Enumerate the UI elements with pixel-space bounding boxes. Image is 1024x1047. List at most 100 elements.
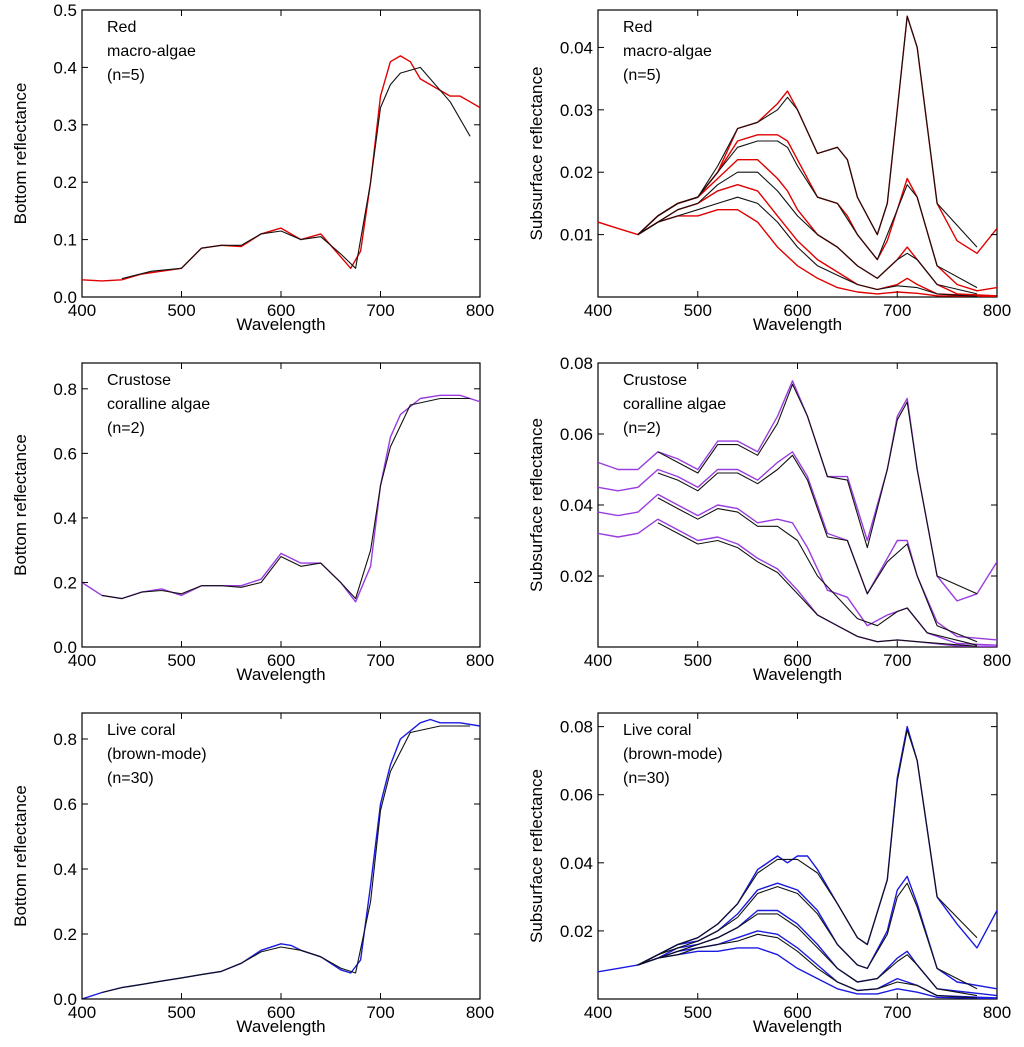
y-tick-label: 0.08: [560, 718, 593, 737]
x-axis-label: Wavelength: [753, 1017, 842, 1036]
x-tick-label: 600: [267, 301, 295, 320]
annotation-line: Live coral: [107, 722, 175, 739]
x-tick-label: 800: [466, 651, 494, 670]
y-tick-label: 0.6: [53, 795, 77, 814]
series-line-model-3: [637, 913, 978, 997]
y-axis-label: Subsurface reflectance: [527, 418, 546, 592]
x-tick-label: 500: [167, 1003, 195, 1022]
series-line-depth-3: [637, 909, 997, 997]
y-tick-label: 0.06: [560, 786, 593, 805]
y-tick-label: 0.8: [53, 380, 77, 399]
x-tick-label: 500: [167, 301, 195, 320]
x-tick-label: 400: [584, 651, 612, 670]
x-axis-label: Wavelength: [753, 315, 842, 334]
x-tick-label: 400: [584, 301, 612, 320]
annotation-line: (n=30): [623, 770, 670, 787]
series-line-model-4: [637, 933, 978, 999]
annotation-line: (n=2): [623, 420, 661, 437]
series-line-model-4: [637, 196, 978, 297]
annotation-line: Crustose: [107, 372, 171, 389]
series-group: [82, 55, 480, 282]
annotation-line: (n=5): [107, 67, 145, 84]
series-line-depth-4: [637, 183, 997, 297]
annotation-line: coralline algae: [107, 396, 210, 413]
x-tick-label: 400: [68, 651, 96, 670]
y-axis-label: Bottom reflectance: [11, 434, 30, 576]
x-tick-label: 700: [366, 1003, 394, 1022]
x-tick-label: 800: [983, 651, 1011, 670]
annotation-line: macro-algae: [623, 43, 712, 60]
y-tick-label: 0.02: [560, 567, 593, 586]
x-tick-label: 500: [684, 1003, 712, 1022]
series-line-depth-5: [637, 208, 997, 297]
series-group: [598, 725, 997, 999]
series-line-model-1: [637, 729, 978, 966]
series-line-measured: [82, 394, 480, 603]
x-tick-label: 700: [883, 651, 911, 670]
x-tick-label: 800: [466, 301, 494, 320]
y-tick-label: 0.8: [53, 730, 77, 749]
series-line-model-2: [637, 882, 978, 990]
series-line-model-2: [637, 140, 978, 289]
annotation-line: (n=2): [107, 420, 145, 437]
series-line-model: [121, 66, 471, 280]
x-axis-label: Wavelength: [753, 665, 842, 684]
series-line-depth-1: [598, 725, 997, 973]
y-tick-label: 0.0: [53, 288, 77, 307]
series-line-depth-2: [637, 134, 997, 292]
y-tick-label: 0.2: [53, 573, 77, 592]
x-axis-label: Wavelength: [236, 1017, 325, 1036]
x-tick-label: 600: [783, 1003, 811, 1022]
chart-panel-top-left: 400 500 600 700 800 0.0 0.1 0.2 0.3 0.4 0.5 Wavelen…: [11, 1, 494, 334]
x-tick-label: 800: [983, 301, 1011, 320]
x-axis-label: Wavelength: [236, 665, 325, 684]
y-axis-label: Bottom reflectance: [11, 83, 30, 225]
series-group: [82, 394, 480, 603]
x-tick-label: 500: [684, 301, 712, 320]
x-tick-label: 800: [983, 1003, 1011, 1022]
series-group: [82, 718, 480, 999]
y-tick-label: 0.4: [53, 509, 77, 528]
y-tick-label: 0.6: [53, 444, 77, 463]
annotation-line: Red: [107, 19, 136, 36]
series-line-model: [101, 397, 471, 600]
series-line-model-4: [657, 522, 978, 647]
annotation-line: Red: [623, 19, 652, 36]
x-tick-label: 700: [366, 301, 394, 320]
y-tick-label: 0.04: [560, 38, 593, 57]
x-tick-label: 400: [68, 301, 96, 320]
y-axis-label: Subsurface reflectance: [527, 769, 546, 943]
y-tick-label: 0.3: [53, 116, 77, 135]
y-tick-label: 0.04: [560, 496, 593, 515]
y-tick-label: 0.2: [53, 925, 77, 944]
annotation-line: macro-algae: [107, 43, 196, 60]
chart-panel-middle-right: 400 500 600 700 800 0.02 0.04 0.06 0.08 Wavelengt…: [527, 354, 1011, 684]
x-tick-label: 500: [167, 651, 195, 670]
chart-panel-top-right: 400 500 600 700 800 0.01 0.02 0.03 0.04 Wavelengt…: [527, 9, 1011, 334]
y-tick-label: 0.08: [560, 354, 593, 373]
series-line-depth-5: [637, 947, 997, 999]
x-tick-label: 600: [267, 1003, 295, 1022]
series-group: [598, 380, 997, 647]
x-axis-label: Wavelength: [236, 315, 325, 334]
y-axis-label: Subsurface reflectance: [527, 67, 546, 241]
x-tick-label: 400: [584, 1003, 612, 1022]
y-tick-label: 0.03: [560, 101, 593, 120]
y-tick-label: 0.4: [53, 58, 77, 77]
y-tick-label: 0.2: [53, 173, 77, 192]
y-tick-label: 0.01: [560, 226, 593, 245]
x-tick-label: 600: [783, 651, 811, 670]
y-tick-label: 0.04: [560, 854, 593, 873]
annotation-line: Crustose: [623, 372, 687, 389]
x-tick-label: 500: [684, 651, 712, 670]
series-line-depth-3: [637, 158, 997, 297]
series-line-model-1: [637, 15, 978, 248]
y-tick-label: 0.02: [560, 163, 593, 182]
chart-panel-bottom-right: 400 500 600 700 800 0.02 0.04 0.06 0.08 Wavelengt…: [527, 712, 1011, 1036]
y-tick-label: 0.06: [560, 425, 593, 444]
series-line-depth-4: [637, 930, 997, 999]
chart-panel-bottom-left: 400 500 600 700 800 0.0 0.2 0.4 0.6 0.8 Wavelength…: [11, 712, 494, 1036]
series-line-model-3: [657, 497, 978, 646]
series-line-model-3: [637, 171, 978, 295]
